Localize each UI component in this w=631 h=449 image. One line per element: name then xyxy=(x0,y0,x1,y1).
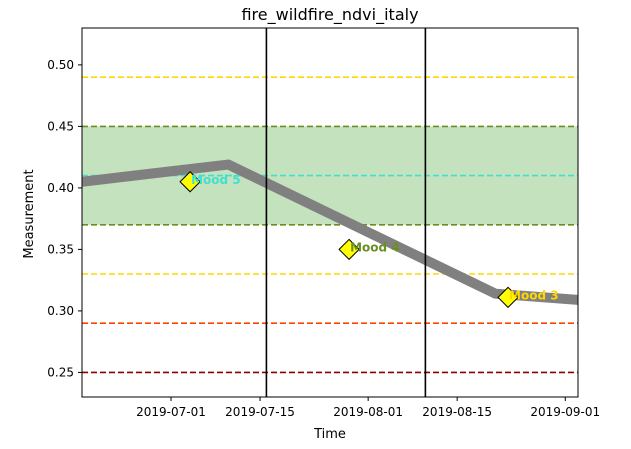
y-tick-label-1: 0.30 xyxy=(47,304,74,318)
series-line-0 xyxy=(82,159,578,305)
annotation-label-0: Mood 5 xyxy=(191,173,241,187)
chart-title: fire_wildfire_ndvi_italy xyxy=(241,5,418,25)
annotation-marker-0 xyxy=(179,171,201,193)
annotation-marker-2 xyxy=(497,286,519,309)
x-tick-label-2: 2019-08-01 xyxy=(333,405,403,419)
x-tick-label-0: 2019-07-01 xyxy=(136,405,206,419)
y-tick-label-3: 0.40 xyxy=(47,181,74,195)
annotation-label-2: Mood 3 xyxy=(509,288,559,302)
y-axis-label: Measurement xyxy=(22,169,37,258)
y-tick-label-4: 0.45 xyxy=(47,119,74,133)
x-tick-label-4: 2019-09-01 xyxy=(530,405,600,419)
plot-area: Mood 5 Mood 4 Mood 3 0.25 0.30 0.35 0.40 0.45 0.… xyxy=(47,27,600,419)
x-tick-label-1: 2019-07-15 xyxy=(225,405,295,419)
y-tick-label-0: 0.25 xyxy=(47,365,74,379)
annotation-label-1: Mood 4 xyxy=(350,240,400,254)
y-tick-label-2: 0.35 xyxy=(47,242,74,256)
plot-frame xyxy=(81,27,579,398)
x-tick-label-3: 2019-08-15 xyxy=(422,405,492,419)
plot-clip-group: Mood 5 Mood 4 Mood 3 xyxy=(82,28,578,397)
y-tick-label-5: 0.50 xyxy=(47,58,74,72)
x-axis-label: Time xyxy=(313,427,346,442)
annotation-marker-1 xyxy=(338,238,360,261)
